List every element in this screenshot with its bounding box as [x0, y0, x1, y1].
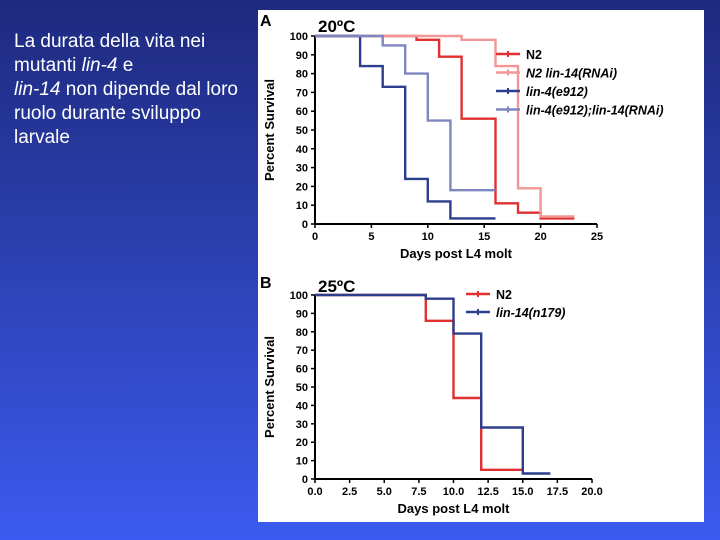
x-axis-label: Days post L4 molt — [400, 246, 513, 261]
chart-title: 25ºC — [318, 277, 355, 296]
panel-letter: A — [260, 13, 272, 30]
x-tick-label: 25 — [591, 231, 603, 243]
panel-a: A 20ºC 0 10 20 30 40 50 60 70 80 90 100 0 5 10 15 20 25 Day… — [260, 13, 664, 261]
series-line — [315, 34, 496, 220]
panel-b: B 25ºC 0 10 20 30 40 50 60 70 80 90 100 0.0 2.5 5.0 7.5 1… — [260, 275, 603, 516]
slide-caption: La durata della vita nei mutanti lin-4 e… — [14, 30, 254, 150]
y-tick-label: 60 — [296, 106, 308, 118]
y-tick-label: 80 — [296, 327, 308, 339]
y-tick-label: 100 — [290, 290, 308, 302]
x-tick-label: 17.5 — [547, 486, 568, 498]
y-tick-label: 20 — [296, 437, 308, 449]
legend-label: lin-4(e912) — [526, 85, 588, 99]
x-tick-label: 10 — [422, 231, 434, 243]
y-tick-label: 30 — [296, 419, 308, 431]
caption-text-2: e — [117, 55, 134, 76]
caption-gene-lin14: lin-14 — [14, 79, 61, 100]
y-tick-label: 50 — [296, 125, 308, 137]
y-tick-label: 70 — [296, 87, 308, 99]
legend-label: N2 — [526, 48, 542, 62]
series-line — [315, 34, 575, 220]
y-tick-label: 70 — [296, 345, 308, 357]
y-tick-label: 40 — [296, 144, 308, 156]
caption-text-3: non dipende dal loro ruolo durante svilu… — [14, 79, 238, 148]
survival-figure: A 20ºC 0 10 20 30 40 50 60 70 80 90 100 0 5 10 15 20 25 Day… — [258, 10, 704, 522]
panel-letter: B — [260, 275, 272, 292]
series-line — [315, 34, 496, 192]
caption-text-1: La durata della vita nei mutanti — [14, 31, 206, 76]
y-tick-label: 10 — [296, 456, 308, 468]
y-tick-label: 90 — [296, 50, 308, 62]
legend-label: lin-14(n179) — [496, 306, 565, 320]
x-tick-label: 15.0 — [512, 486, 533, 498]
chart-title: 20ºC — [318, 17, 355, 36]
x-tick-label: 0.0 — [307, 486, 322, 498]
caption-gene-lin4: lin-4 — [81, 55, 118, 76]
y-tick-label: 60 — [296, 364, 308, 376]
x-tick-label: 20 — [534, 231, 546, 243]
x-tick-label: 15 — [478, 231, 490, 243]
x-tick-label: 10.0 — [443, 486, 464, 498]
y-tick-label: 50 — [296, 382, 308, 394]
y-tick-label: 20 — [296, 181, 308, 193]
y-tick-label: 0 — [302, 219, 308, 231]
y-axis-label: Percent Survival — [262, 79, 277, 181]
x-tick-label: 20.0 — [581, 486, 602, 498]
legend-label: N2 lin-14(RNAi) — [526, 67, 617, 81]
x-tick-label: 7.5 — [411, 486, 426, 498]
x-axis-label: Days post L4 molt — [398, 501, 511, 516]
y-tick-label: 0 — [302, 474, 308, 486]
y-tick-label: 40 — [296, 400, 308, 412]
x-tick-label: 0 — [312, 231, 318, 243]
y-axis-label: Percent Survival — [262, 336, 277, 438]
y-tick-label: 90 — [296, 308, 308, 320]
x-tick-label: 5.0 — [377, 486, 392, 498]
y-tick-label: 10 — [296, 200, 308, 212]
legend-label: N2 — [496, 288, 512, 302]
y-tick-label: 100 — [290, 31, 308, 43]
x-tick-label: 2.5 — [342, 486, 357, 498]
series-line — [315, 34, 575, 218]
x-tick-label: 5 — [368, 231, 374, 243]
legend-label: lin-4(e912);lin-14(RNAi) — [526, 104, 664, 118]
x-tick-label: 12.5 — [477, 486, 498, 498]
y-tick-label: 30 — [296, 163, 308, 175]
series-line — [315, 293, 523, 471]
y-tick-label: 80 — [296, 69, 308, 81]
series-line — [315, 293, 551, 475]
